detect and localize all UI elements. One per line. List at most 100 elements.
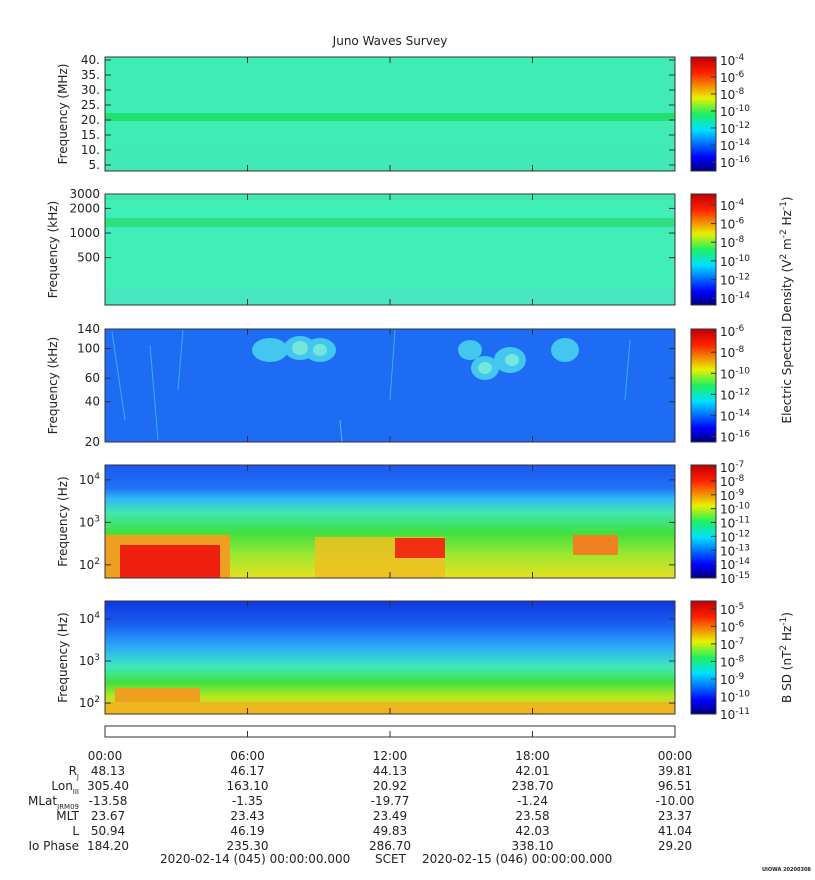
colorbar-tick-label: 10-8	[720, 235, 745, 250]
colorbar-tick-label-base: 10	[720, 199, 735, 213]
colorbar-tick-label-base: 10	[720, 388, 735, 402]
ephemeris-value: 42.03	[515, 824, 549, 838]
colorbar-tick-label-base: 10	[720, 54, 735, 68]
colorbar-tick-label-base: 10	[720, 708, 735, 722]
colorbar-tick-label: 10-12	[720, 529, 750, 544]
y-tick-label: 102	[79, 557, 100, 572]
ephemeris-label-text: L	[72, 824, 79, 838]
colorbar-tick-label-base: 10	[720, 517, 735, 531]
colorbar-tick-label: 10-14	[720, 408, 750, 423]
y-tick-label: 500	[77, 251, 100, 265]
spectrogram-images	[105, 57, 675, 714]
y-tick-label-base: 10.	[81, 143, 100, 157]
colorbar-tick-label-base: 10	[720, 475, 735, 489]
colorbar-tick-label-base: 10	[720, 530, 735, 544]
colorbar-label-exponent: -1	[779, 617, 789, 626]
colorbar-tick-label: 10-12	[720, 387, 750, 402]
y-tick-label-base: 10	[79, 558, 94, 572]
y-tick-label: 3000	[69, 187, 100, 201]
ephemeris-label-text: Lon	[51, 779, 72, 793]
colorbar-tick-label-exponent: -11	[735, 707, 750, 717]
y-tick-label: 15.	[81, 128, 100, 142]
ephemeris-label: Io Phase	[28, 839, 79, 853]
x-tick-label: 00:00	[658, 749, 693, 763]
colorbar	[690, 328, 717, 443]
ephemeris-value: 44.13	[373, 764, 407, 778]
x-tick-label: 12:00	[373, 749, 408, 763]
y-tick-label: 10.	[81, 143, 100, 157]
colorbar-tick-label-base: 10	[720, 325, 735, 339]
colorbar-tick-label-exponent: -14	[735, 408, 750, 418]
colorbar-tick-label-base: 10	[720, 655, 735, 669]
ephemeris-value: 286.70	[369, 839, 411, 853]
colorbar-tick-label: 10-5	[720, 602, 744, 617]
colorbar-tick-label-exponent: -6	[735, 217, 744, 227]
y-tick-label-base: 140	[77, 322, 100, 336]
y-tick-label-base: 1000	[69, 226, 100, 240]
stamp: UIOWA 20200308	[762, 867, 811, 873]
colorbar-tick-label: 10-14	[720, 557, 750, 572]
ephemeris-value: 23.37	[658, 809, 692, 823]
colorbar-tick-label-exponent: -4	[735, 198, 744, 208]
y-tick-label-base: 25.	[81, 98, 100, 112]
colorbar-tick-label: 10-6	[720, 70, 745, 85]
ephemeris-value: 46.17	[230, 764, 264, 778]
x-tick-label: 06:00	[230, 749, 265, 763]
y-tick-label-base: 10	[79, 473, 94, 487]
colorbar-tick-label-exponent: -8	[735, 654, 744, 664]
ephemeris-value: -13.58	[89, 794, 128, 808]
y-tick-label: 100	[77, 342, 100, 356]
colorbar-tick-label: 10-4	[720, 53, 745, 68]
y-tick-label: 25.	[81, 98, 100, 112]
scet-label: SCET	[375, 852, 407, 866]
y-tick-label-exponent: 2	[94, 695, 100, 705]
colorbar-tick-label: 10-10	[720, 104, 750, 119]
colorbar-tick-label-base: 10	[720, 673, 735, 687]
colorbar-tick-label-exponent: -12	[735, 529, 750, 539]
colorbar-tick-label-base: 10	[720, 346, 735, 360]
colorbar-tick-label: 10-16	[720, 429, 750, 444]
ephemeris-value: 20.92	[373, 779, 407, 793]
chart-title: Juno Waves Survey	[332, 34, 448, 48]
y-tick-label: 20	[85, 435, 100, 449]
colorbar-tick-label-base: 10	[720, 88, 735, 102]
colorbar-tick-label-exponent: -5	[735, 602, 744, 612]
ephemeris-label-text: Io Phase	[28, 839, 79, 853]
colorbar-tick-label-base: 10	[720, 503, 735, 517]
y-tick-label-base: 10	[79, 612, 94, 626]
colorbar-label-part: B SD (nT	[780, 650, 794, 703]
colorbar-tick-label: 10-16	[720, 155, 750, 170]
colorbar-tick-label: 10-11	[720, 516, 750, 531]
end-time: 2020-02-15 (046) 00:00:00.000	[422, 852, 612, 866]
ephemeris-label: MLatJRM09	[28, 794, 79, 811]
y-tick-label: 104	[79, 611, 100, 626]
colorbar-tick-label-exponent: -12	[735, 272, 750, 282]
colorbar-tick-label: 10-12	[720, 121, 750, 136]
colorbar-tick-label: 10-7	[720, 637, 744, 652]
ephemeris-value: 184.20	[87, 839, 129, 853]
ephemeris-value: 23.49	[373, 809, 407, 823]
y-tick-label-exponent: 2	[94, 557, 100, 567]
colorbar-label-part: m	[780, 238, 794, 254]
start-time: 2020-02-14 (045) 00:00:00.000	[160, 852, 350, 866]
colorbar-tick-label-base: 10	[720, 603, 735, 617]
colorbar-tick-label-exponent: -7	[735, 460, 744, 470]
colorbar-tick-label: 10-10	[720, 254, 750, 269]
colorbar-tick-label: 10-6	[720, 217, 745, 232]
y-tick-label-base: 40.	[81, 53, 100, 67]
y-tick-label-base: 10	[79, 654, 94, 668]
colorbar-tick-label-base: 10	[720, 105, 735, 119]
ephemeris-value: 50.94	[91, 824, 125, 838]
ephemeris-value: 23.67	[91, 809, 125, 823]
colorbar-tick-label: 10-7	[720, 460, 744, 475]
y-axis-label: Frequency (kHz)	[46, 337, 60, 434]
colorbar-tick-label-exponent: -6	[735, 324, 744, 334]
y-tick-label-exponent: 3	[94, 514, 100, 524]
colorbar-tick-label-exponent: -14	[735, 138, 750, 148]
y-axis-label: Frequency (kHz)	[46, 201, 60, 298]
ephemeris-value: 23.43	[230, 809, 264, 823]
y-tick-label: 40	[85, 395, 100, 409]
ephemeris-value: 338.10	[512, 839, 554, 853]
ephemeris-label-text: R	[69, 764, 77, 778]
colorbar	[690, 600, 717, 715]
